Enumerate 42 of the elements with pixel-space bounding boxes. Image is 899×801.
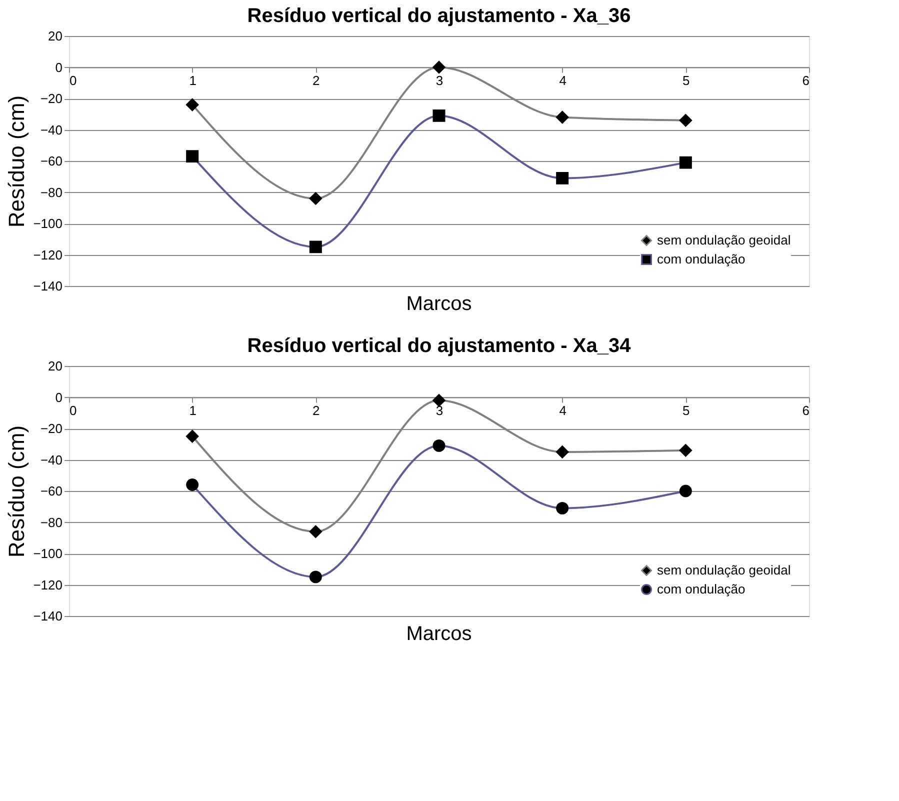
x-tick-label: 0	[70, 402, 77, 418]
y-tick-label: −80	[40, 514, 62, 530]
x-tick-label: 1	[189, 402, 196, 418]
chart-title: Resíduo vertical do ajustamento - Xa_36	[247, 5, 631, 27]
y-tick-label: −60	[40, 484, 62, 498]
x-tick-label: 2	[312, 72, 320, 88]
y-tick-label: −20	[40, 91, 62, 106]
x-tick-label: 5	[682, 402, 690, 418]
legend-label: sem ondulação geoidal	[657, 232, 791, 248]
y-tick-label: −100	[33, 216, 62, 231]
y-tick-label: −40	[40, 452, 62, 468]
x-tick-label: 6	[802, 402, 810, 418]
y-tick-label: 20	[48, 28, 62, 44]
y-tick-label: −40	[40, 122, 62, 138]
y-tick-label: −120	[33, 577, 62, 592]
x-tick-label: 2	[312, 402, 320, 418]
x-tick-label: 3	[436, 402, 444, 418]
x-tick-label: 4	[559, 72, 566, 88]
chart-title: Resíduo vertical do ajustamento - Xa_34	[247, 335, 632, 357]
legend-label: sem ondulação geoidal	[657, 562, 791, 578]
y-tick-label: −80	[40, 184, 62, 200]
x-axis-title: Marcos	[406, 293, 472, 315]
y-tick-label: −100	[33, 546, 62, 561]
y-tick-label: 0	[55, 390, 62, 405]
y-tick-label: −20	[40, 421, 62, 436]
y-tick-label: −120	[33, 247, 62, 262]
y-tick-label: −140	[33, 278, 62, 294]
x-tick-label: 6	[802, 72, 810, 88]
x-axis-title: Marcos	[406, 623, 472, 645]
x-tick-label: 0	[70, 72, 77, 88]
y-axis-title: Resíduo (cm)	[4, 425, 30, 558]
y-tick-label: −60	[40, 154, 62, 168]
x-tick-label: 4	[559, 402, 566, 418]
x-tick-label: 5	[682, 72, 690, 88]
y-tick-label: 0	[55, 60, 62, 75]
y-axis-title: Resíduo (cm)	[4, 95, 30, 228]
y-tick-label: −140	[33, 608, 62, 624]
x-tick-label: 1	[189, 72, 196, 88]
legend-label: com ondulação	[657, 252, 746, 266]
y-tick-label: 20	[48, 358, 62, 374]
legend-label: com ondulação	[657, 582, 746, 596]
x-tick-label: 3	[436, 72, 444, 88]
